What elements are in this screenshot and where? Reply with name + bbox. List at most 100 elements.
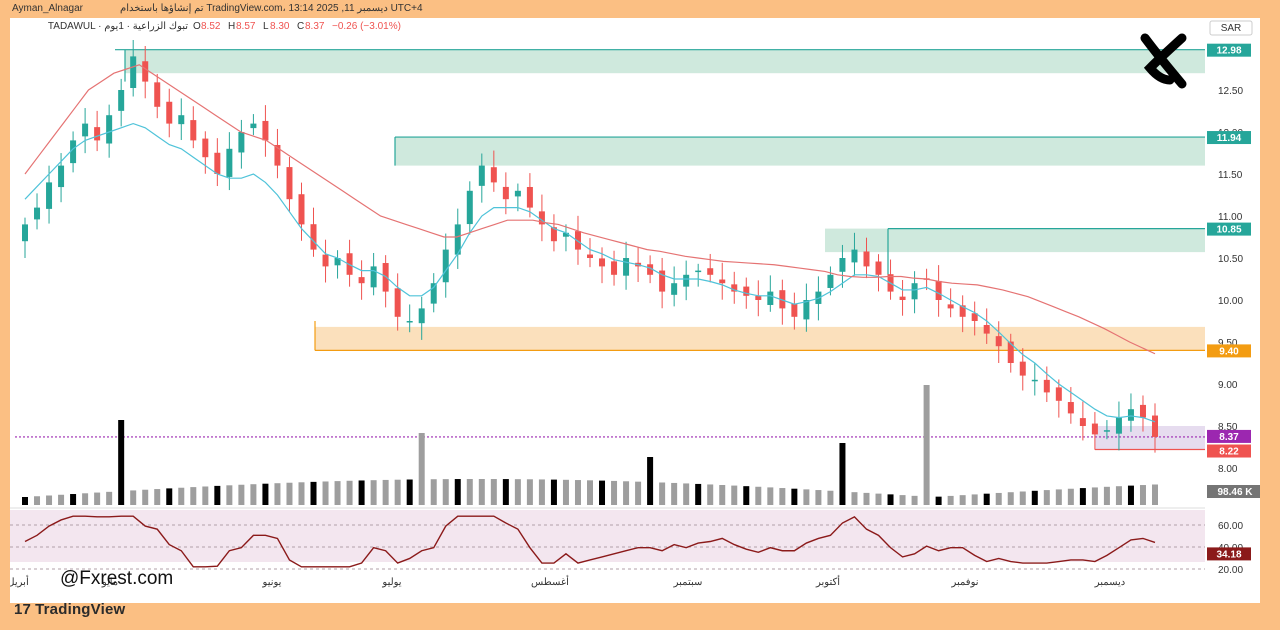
volume-bar [334,481,341,505]
volume-bar [46,495,53,505]
price-badge [1207,131,1251,145]
candle-body [899,296,906,300]
volume-bar [526,479,533,505]
chart-frame [10,18,1260,603]
candle-body [358,277,365,284]
price-zone [825,228,1205,253]
low-value: 8.30 [270,21,290,32]
volume-bar [1091,487,1098,505]
chart-header: Ayman_Alnagar تم إنشاؤها باستخدام Tradin… [0,0,1280,18]
volume-bar [791,488,798,505]
change-value: −0.26 (−3.01%) [332,21,401,32]
candle-body [1079,418,1086,426]
candle-body [947,304,954,309]
volume-bar [106,491,113,505]
volume-bar [1067,488,1074,505]
candle-body [370,266,377,288]
candle-body [827,274,834,288]
volume-bar [983,493,990,505]
current-range-box [1095,426,1205,450]
price-tick-label: 8.00 [1218,464,1238,475]
candle-body [767,291,774,305]
price-badge-label: 12.98 [1216,46,1241,57]
candlesticks [22,39,1158,453]
volume-bar [647,457,654,505]
volume-bar [875,493,882,505]
volume-bar [935,496,942,505]
volume-bar [358,480,365,505]
volume-bar [154,489,161,505]
volume-bar [142,489,149,505]
volume-bar [719,485,726,505]
price-chart[interactable]: 12.5012.0011.5011.0010.5010.009.509.008.… [10,18,1260,603]
volume-bar [1103,486,1110,505]
rsi-tick-label: 60.00 [1218,521,1243,532]
ema-slow-line [24,64,1156,355]
volume-bar [863,492,870,505]
candle-body [466,190,473,225]
candle-body [1152,415,1158,437]
time-axis[interactable]: أبريل مايو يونيو يوليو أغسطس سبتمبر أكتوبر نوفم… [10,575,1125,588]
volume-bar [1139,485,1146,505]
currency-label: SAR [1221,23,1242,34]
candle-body [983,324,990,334]
volume-bar [611,480,618,505]
candle-body [190,120,197,141]
volume-bar [190,487,197,505]
price-zone [125,49,1205,74]
volume-bar [286,482,293,505]
volume-bar [574,480,581,505]
open-value: 8.52 [201,21,221,32]
supply-demand-zones [125,49,1205,450]
candle-body [755,295,762,300]
volume-bar [226,485,233,505]
candle-body [1055,387,1062,401]
volume-bar [1115,486,1122,505]
candle-body [1103,430,1110,432]
price-tick-label: 12.50 [1218,86,1243,97]
candle-body [574,231,581,250]
volume-bar [959,495,966,505]
candle-body [1115,417,1122,434]
candle-body [959,305,966,317]
candle-body [671,283,678,295]
volume-bar [839,443,846,505]
candle-body [286,167,293,200]
candle-body [851,249,858,263]
price-zone [315,326,1205,351]
time-tick-label: يوليو [381,577,401,588]
candle-body [995,336,1002,347]
price-badge [1207,43,1251,57]
candle-body [238,132,245,153]
volume-bar [599,480,606,505]
volume-bar [1079,488,1086,505]
candle-body [82,123,89,137]
volume-bar [550,479,557,505]
candle-body [1007,341,1014,363]
candle-body [562,232,569,237]
time-tick-label: نوفمبر [950,577,978,588]
price-badge-label: 8.22 [1219,447,1239,458]
currency-tag[interactable] [1209,20,1253,36]
price-axis[interactable]: 12.5012.0011.5011.0010.5010.009.509.008.… [1207,43,1260,576]
volume-bar [731,485,738,505]
candle-body [1067,402,1074,414]
volume-bar [418,433,425,505]
candle-body [863,251,870,267]
volume-bar [310,481,317,505]
volume-bar [202,486,209,505]
volume-bar [995,492,1002,505]
candle-body [1127,409,1134,421]
candle-body [202,138,209,158]
candle-body [659,270,666,292]
candle-body [130,56,137,89]
price-tick-label: 10.50 [1218,254,1243,265]
candle-body [719,279,726,284]
candle-body [803,300,810,320]
candle-body [430,283,437,304]
reference-lines [15,49,1205,451]
price-tick-label: 8.50 [1218,422,1238,433]
candle-body [394,288,401,317]
volume-bar [683,483,690,505]
candle-body [911,283,918,300]
